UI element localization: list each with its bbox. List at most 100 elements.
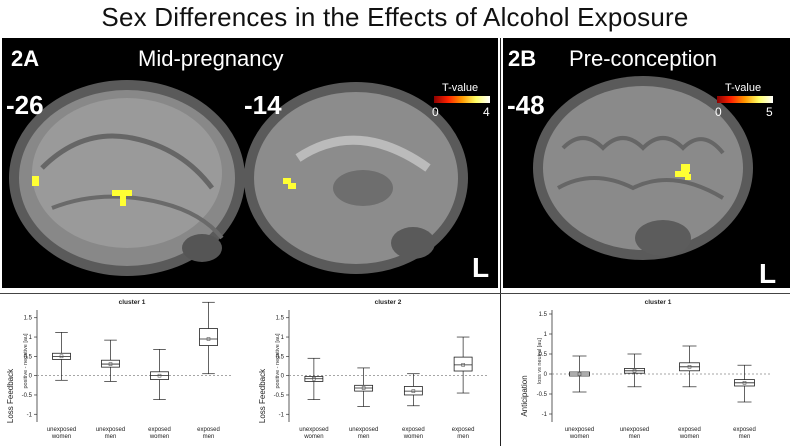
mean-marker <box>411 389 416 393</box>
mean-marker <box>157 373 162 378</box>
brain-sagittal-left <box>9 80 245 276</box>
x-tick-label: men <box>629 434 641 440</box>
mean-marker <box>59 354 64 359</box>
y-tick-label: 0 <box>544 372 548 378</box>
figure-title: Sex Differences in the Effects of Alcoho… <box>101 2 689 32</box>
condition-label: Mid-pregnancy <box>138 46 284 71</box>
y-tick-label: -0.5 <box>537 392 548 398</box>
mean-marker <box>108 362 113 366</box>
x-tick-label: women <box>303 434 323 440</box>
x-tick-label: men <box>457 434 469 440</box>
colorbar <box>717 96 773 103</box>
colorbar-max: 4 <box>483 105 490 119</box>
mean-marker <box>206 337 211 341</box>
box-0 <box>304 357 324 400</box>
x-tick-label: exposed <box>148 427 171 433</box>
x-tick-label: women <box>51 434 71 440</box>
y-tick-label: -1 <box>279 412 285 418</box>
slice-number: -48 <box>507 90 545 120</box>
boxplot-chart-cluster-2-a: cluster 2 Loss Feedback positive - negativ… <box>258 299 488 440</box>
orientation-label: L <box>472 252 490 283</box>
activation-cluster <box>32 176 39 186</box>
y-tick-label: -1 <box>542 412 548 418</box>
box-3 <box>453 336 473 394</box>
chart-title: cluster 1 <box>119 299 146 306</box>
y-tick-label: 1 <box>29 335 33 341</box>
y-tick-label: -0.5 <box>274 393 285 399</box>
y-axis-sublabel: positive - negative [au] <box>275 333 281 389</box>
box-3 <box>199 301 218 375</box>
box-2 <box>679 345 700 388</box>
y-tick-label: 1.5 <box>24 316 33 322</box>
y-axis-sublabel: loss vs neutral [au] <box>537 338 543 384</box>
colorbar-min: 0 <box>715 105 722 119</box>
activation-cluster <box>681 164 690 172</box>
condition-label: Pre-conception <box>569 46 717 71</box>
tvalue-label: T-value <box>725 82 762 94</box>
y-tick-label: 1.5 <box>276 316 285 322</box>
panel-label: 2B <box>508 46 537 71</box>
x-tick-label: unexposed <box>349 427 378 433</box>
mean-marker <box>632 369 637 373</box>
x-tick-label: unexposed <box>96 427 125 433</box>
boxplot-chart-cluster-1-b: cluster 1 Anticipation loss vs neutral [au… <box>520 299 772 440</box>
mean-marker <box>742 381 747 385</box>
x-tick-label: exposed <box>733 427 756 433</box>
panel-2a: 2A Mid-pregnancy -26 -14 T-value 0 4 L <box>2 38 498 288</box>
boxplot-chart-cluster-1-a: cluster 1 Loss Feedback positive - negativ… <box>6 299 233 440</box>
box-2 <box>150 349 169 400</box>
y-axis-sublabel: positive - negative [au] <box>23 333 29 389</box>
slice-number-left: -26 <box>6 90 44 120</box>
panel-label: 2A <box>11 46 40 71</box>
orientation-label: L <box>759 258 777 289</box>
panel-2b: 2B Pre-conception -48 T-value 0 5 L <box>503 38 790 289</box>
colorbar-min: 0 <box>432 105 439 119</box>
chart-title: cluster 2 <box>375 299 402 306</box>
y-tick-label: 0 <box>29 374 33 380</box>
x-tick-label: unexposed <box>299 427 328 433</box>
brain-sagittal <box>533 76 753 260</box>
x-tick-label: unexposed <box>620 427 649 433</box>
box-iqr <box>199 328 218 346</box>
x-tick-label: women <box>569 434 589 440</box>
y-tick-label: 1 <box>281 335 285 341</box>
y-axis-label: Anticipation <box>520 375 529 416</box>
x-tick-label: unexposed <box>565 427 594 433</box>
box-1 <box>101 339 120 382</box>
y-axis-label: Loss Feedback <box>6 368 15 423</box>
box-1 <box>624 353 645 388</box>
chart-title: cluster 1 <box>645 299 672 306</box>
mean-marker <box>361 386 366 390</box>
colorbar-max: 5 <box>766 105 773 119</box>
section-divider <box>0 293 790 294</box>
x-tick-label: men <box>739 434 751 440</box>
x-tick-label: men <box>358 434 370 440</box>
mean-marker <box>687 365 692 369</box>
x-tick-label: women <box>149 434 169 440</box>
mean-marker <box>461 363 465 367</box>
x-tick-label: exposed <box>402 427 425 433</box>
x-tick-label: unexposed <box>47 427 76 433</box>
tvalue-label: T-value <box>442 82 479 94</box>
panel-divider <box>500 38 501 446</box>
box-0 <box>52 332 71 381</box>
activation-cluster <box>283 178 291 184</box>
x-tick-label: exposed <box>197 427 220 433</box>
box-2 <box>403 373 423 407</box>
mean-marker <box>312 376 316 381</box>
box-iqr <box>453 356 473 372</box>
y-tick-label: 0 <box>281 374 285 380</box>
box-0 <box>569 355 590 393</box>
brain-sagittal-right <box>244 82 468 274</box>
x-tick-label: men <box>105 434 117 440</box>
x-tick-label: men <box>203 434 215 440</box>
x-tick-label: exposed <box>452 427 475 433</box>
y-axis-label: Loss Feedback <box>258 368 267 423</box>
y-tick-label: 0.5 <box>276 354 285 360</box>
y-tick-label: 1.5 <box>539 312 548 318</box>
colorbar <box>434 96 490 103</box>
x-tick-label: women <box>679 434 699 440</box>
mean-marker <box>577 372 582 376</box>
y-tick-label: 1 <box>544 332 548 338</box>
y-tick-label: 0.5 <box>539 352 548 358</box>
